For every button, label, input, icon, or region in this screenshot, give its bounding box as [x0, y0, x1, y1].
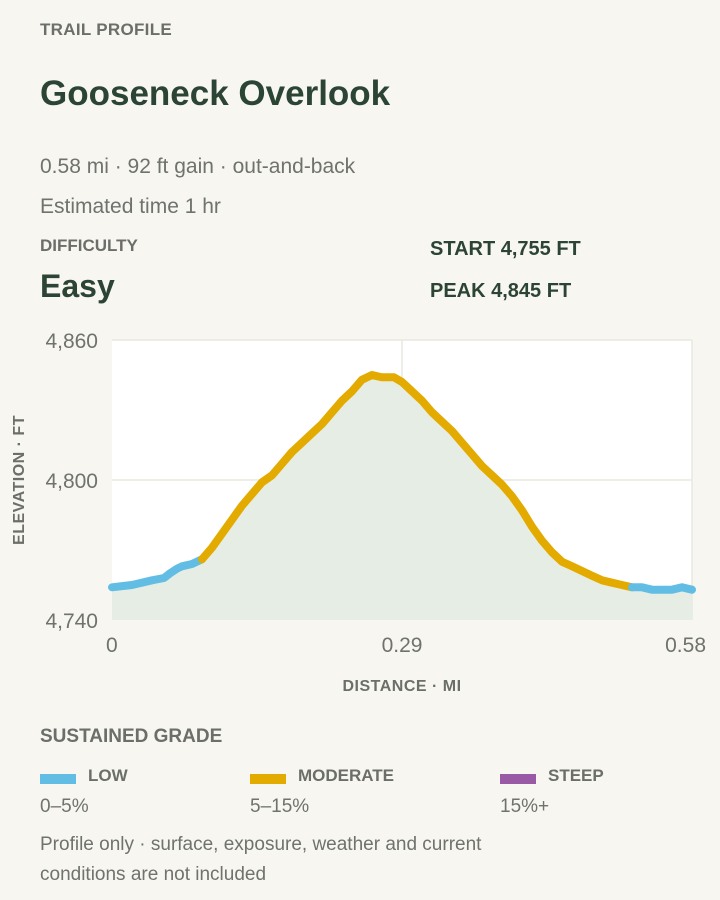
peak-elevation: PEAK 4,845 FT: [430, 280, 572, 302]
grade-segment-low: [108, 555, 206, 592]
legend-title: SUSTAINED GRADE: [40, 726, 223, 747]
trail-summary: 0.58 mi · 92 ft gain · out-and-back: [40, 155, 356, 178]
legend-swatch-low: [40, 774, 76, 784]
difficulty-value: Easy: [40, 268, 115, 304]
legend-range-steep: 15%+: [500, 796, 550, 817]
x-axis-ticks: 0 0.29 0.58: [106, 634, 706, 657]
legend-name-steep: STEEP: [548, 766, 604, 785]
elevation-area: [112, 375, 692, 620]
y-tick-label: 4,860: [45, 330, 98, 353]
section-eyebrow: TRAIL PROFILE: [40, 20, 173, 39]
elevation-line: [108, 371, 696, 594]
y-axis-ticks: 4,860 4,800 4,740: [45, 330, 98, 633]
difficulty-label: DIFFICULTY: [40, 236, 138, 255]
legend-swatch-moderate: [250, 774, 286, 784]
legend-name-low: LOW: [88, 766, 128, 785]
x-axis-title: DISTANCE · MI: [342, 678, 461, 695]
legend-range-low: 0–5%: [40, 796, 89, 817]
legend-swatch-steep: [500, 774, 536, 784]
x-tick-label: 0.58: [665, 634, 706, 657]
legend-range-moderate: 5–15%: [250, 796, 310, 817]
grade-segment-low: [628, 583, 696, 594]
legend-name-moderate: MODERATE: [298, 766, 395, 785]
y-axis-title: ELEVATION · FT: [11, 415, 28, 545]
trail-title: Gooseneck Overlook: [40, 74, 391, 113]
estimated-time: Estimated time 1 hr: [40, 195, 221, 218]
start-elevation: START 4,755 FT: [430, 238, 581, 260]
x-tick-label: 0: [106, 634, 118, 657]
y-tick-label: 4,800: [45, 470, 98, 493]
grade-segment-moderate: [198, 371, 636, 592]
x-tick-label: 0.29: [382, 634, 423, 657]
footnote: Profile only · surface, exposure, weathe…: [40, 834, 482, 885]
y-tick-label: 4,740: [45, 610, 98, 633]
elevation-profile-chart: 4,860 4,800 4,740 0 0.29 0.58 ELEVATION · FT…: [11, 330, 706, 695]
